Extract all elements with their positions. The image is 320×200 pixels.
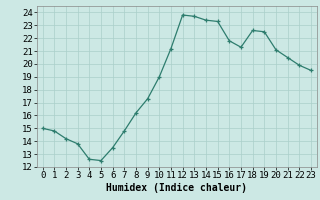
X-axis label: Humidex (Indice chaleur): Humidex (Indice chaleur)	[106, 183, 247, 193]
